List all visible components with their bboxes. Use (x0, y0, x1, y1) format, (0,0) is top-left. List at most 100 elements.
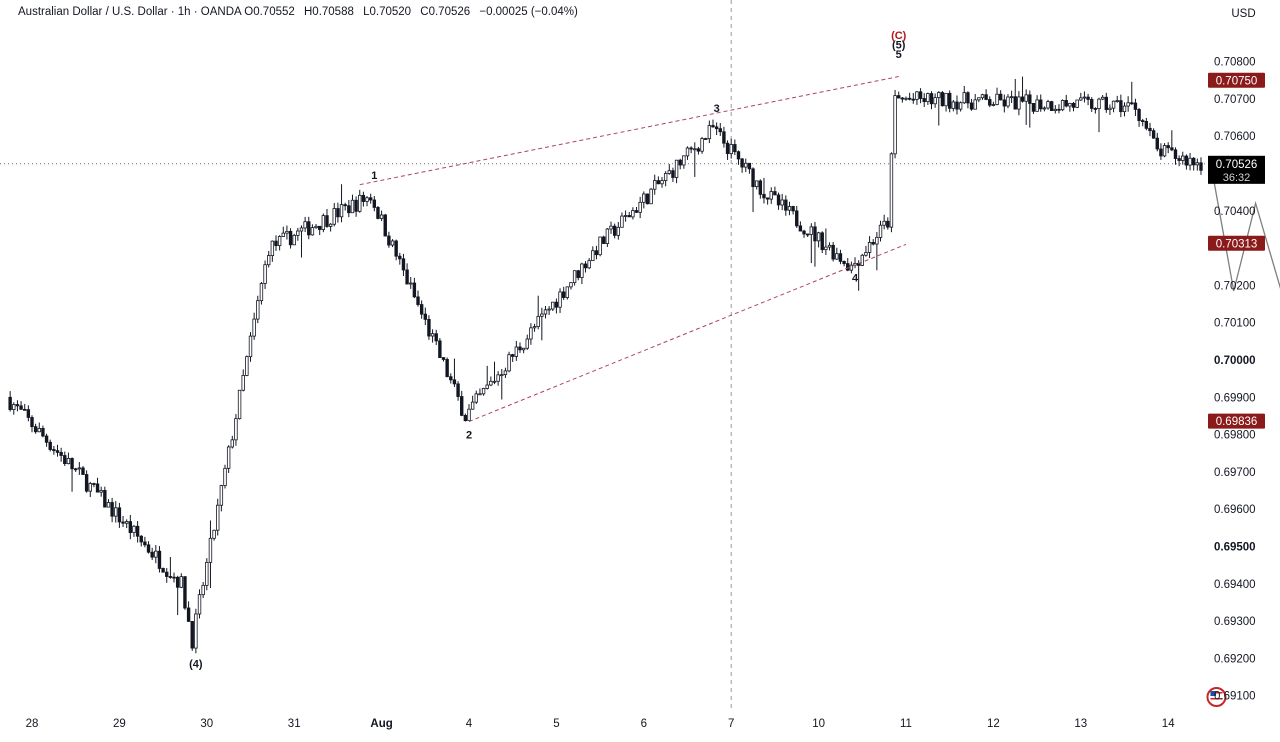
candle-body (660, 180, 664, 185)
candle-body (591, 250, 595, 262)
candle-body (8, 396, 12, 410)
candle-body (405, 269, 409, 285)
candle-body (15, 404, 20, 407)
candle-body (412, 282, 417, 298)
high-value: 0.70588 (312, 6, 354, 18)
candle-body (915, 91, 919, 100)
candle-body (332, 208, 336, 225)
candle-body (1184, 155, 1189, 166)
candle-body (88, 483, 92, 492)
candle-body (1199, 162, 1203, 171)
candle-body (594, 250, 599, 256)
candle-body (124, 521, 129, 524)
candle-body (1013, 96, 1017, 110)
currency-button[interactable]: USD (1231, 8, 1256, 20)
candle-body (212, 529, 216, 539)
candle-body (529, 327, 533, 340)
price-axis[interactable]: 0.70800 0.70700 0.70600 0.70400 0.70200 0.701… (1208, 57, 1265, 703)
candle-body (798, 225, 803, 232)
annotations-group: (4) 1 2 3 4 5(5)(C) (189, 30, 1280, 671)
candle-body (820, 232, 824, 251)
candle-body (372, 199, 377, 208)
us-flag-event-icon[interactable] (1206, 687, 1227, 707)
candle-body (1115, 100, 1119, 103)
candle-body (547, 308, 551, 311)
candle-body (376, 207, 380, 219)
candle-body (81, 467, 85, 475)
candle-body (121, 521, 125, 524)
time-axis[interactable]: 28 29 30 31 Aug 4 5 6 7 10 11 12 13 14 (26, 718, 1176, 730)
candle-body (1042, 107, 1047, 110)
candle-body (1159, 148, 1163, 157)
candle-body (139, 535, 143, 543)
candle-body (1170, 147, 1174, 151)
candle-body (510, 354, 515, 357)
candle-body (1133, 102, 1138, 110)
candle-body (711, 125, 715, 128)
candle-body (1148, 127, 1152, 132)
candle-body (667, 170, 671, 174)
candle-body (725, 142, 730, 155)
candle-body (463, 415, 468, 422)
candle-body (354, 199, 358, 212)
candle-body (48, 441, 52, 450)
candle-body (245, 356, 249, 376)
candle-body (1068, 102, 1072, 107)
candle-body (1093, 108, 1098, 110)
candle-body (434, 333, 438, 342)
candle-body (481, 388, 486, 395)
wave-label: 3 (714, 103, 720, 115)
candle-body (802, 230, 806, 235)
candle-body (1119, 100, 1123, 113)
candle-body (303, 221, 307, 229)
candle-body (1009, 96, 1014, 99)
candle-body (259, 283, 264, 302)
price-tick-label: 0.70800 (1214, 57, 1256, 69)
candle-body (1049, 101, 1054, 111)
price-badge-label: 0.69836 (1216, 416, 1258, 428)
events-group (1206, 687, 1227, 707)
candle-body (1071, 102, 1076, 108)
current-price-label: 0.70526 (1216, 159, 1258, 171)
candle-body (609, 225, 613, 230)
candle-body (274, 240, 278, 247)
candle-body (816, 232, 821, 242)
open-label: O (244, 6, 254, 18)
candle-body (277, 236, 282, 247)
candle-body (678, 159, 682, 166)
candle-body (576, 270, 580, 278)
candle-body (1046, 101, 1050, 109)
candle-body (41, 428, 45, 437)
candle-body (1024, 94, 1028, 102)
candle-body (310, 227, 315, 236)
candle-body (1017, 96, 1021, 110)
candle-body (700, 138, 704, 152)
candle-body (1144, 121, 1149, 129)
candle-body (758, 180, 763, 195)
candle-body (419, 304, 424, 315)
candle-body (583, 263, 588, 269)
candle-body (452, 379, 457, 385)
candle-body (219, 485, 224, 506)
candle-body (197, 594, 202, 615)
candle-body (521, 347, 526, 351)
candle-body (1006, 96, 1010, 107)
price-tick-label: 0.69800 (1214, 430, 1256, 442)
candle-body (897, 95, 901, 99)
candle-body (805, 233, 810, 236)
time-tick-label: 31 (288, 718, 301, 730)
candle-body (1126, 102, 1130, 107)
candle-body (394, 240, 398, 257)
candle-body (52, 449, 56, 452)
candle-body (787, 206, 792, 211)
time-tick-label: 5 (553, 718, 559, 730)
candle-body (285, 230, 289, 234)
price-tick-label: 0.69900 (1214, 392, 1256, 404)
candle-body (365, 197, 369, 202)
candle-body (1031, 103, 1036, 112)
candle-body (984, 94, 988, 100)
candle-body (23, 408, 27, 411)
candle-body (63, 455, 67, 465)
candle-body (135, 525, 140, 537)
